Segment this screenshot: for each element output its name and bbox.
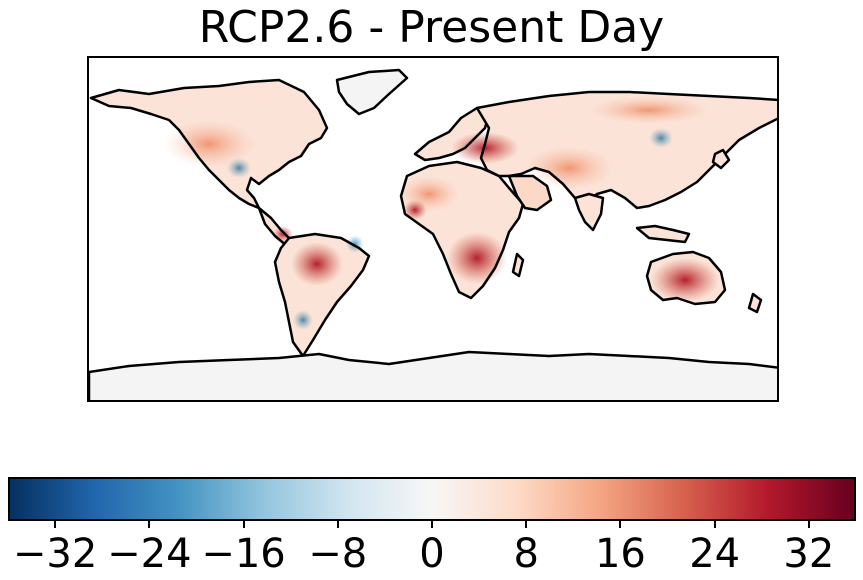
colorbar-tick-mark — [54, 520, 57, 528]
colorbar-tick-label: 24 — [689, 531, 741, 577]
colorbar-tick-label: −24 — [107, 531, 192, 577]
southern-africa-hot — [447, 232, 507, 284]
colorbar-tick-mark — [242, 520, 245, 528]
colorbar-tick-label: 32 — [783, 531, 835, 577]
brazil-warm — [291, 242, 343, 286]
central-america-hot — [273, 226, 293, 242]
continents — [89, 68, 777, 400]
world-map-svg — [89, 68, 777, 400]
antarctica — [89, 350, 777, 400]
colorbar-tick-mark — [431, 520, 433, 528]
colorbar-tick-label: −8 — [308, 531, 368, 577]
asia — [475, 90, 777, 210]
colorbar-tick-mark — [336, 520, 339, 528]
north-america-warm — [163, 120, 255, 168]
colorbar-tick-mark — [713, 520, 716, 528]
europe — [413, 106, 491, 162]
central-asia-warm — [525, 146, 613, 190]
colorbar-tick-mark — [525, 520, 528, 528]
argentina-cool — [293, 310, 313, 330]
us-cool — [227, 158, 251, 178]
colorbar-tick-label: 8 — [513, 531, 539, 577]
colorbar-ticks: −32 −24 −16 −8 0 8 16 24 32 — [0, 520, 863, 580]
brazil-cool — [346, 235, 364, 253]
siberia-warm — [589, 96, 709, 124]
map-title: RCP2.6 - Present Day — [198, 2, 665, 53]
colorbar-tick-mark — [807, 520, 810, 528]
colorbar-tick-mark — [619, 520, 622, 528]
australia-hot — [651, 258, 719, 302]
madagascar — [511, 252, 525, 278]
colorbar-tick-label: 16 — [594, 531, 646, 577]
greenland — [335, 68, 409, 116]
mediterranean-hot — [451, 132, 519, 164]
colorbar-tick-label: 0 — [419, 531, 445, 577]
colorbar-tick-label: −16 — [201, 531, 286, 577]
colorbar-tick-mark — [148, 520, 151, 528]
southeast-asia-islands — [635, 224, 691, 244]
colorbar-tick-label: −32 — [12, 531, 98, 577]
world-map — [87, 56, 779, 402]
colorbar — [8, 477, 856, 521]
new-zealand — [747, 292, 763, 314]
japan — [711, 148, 731, 170]
west-africa-hot — [403, 200, 427, 220]
east-asia-cool — [649, 128, 673, 148]
anomaly-shading — [163, 96, 719, 330]
india — [573, 192, 605, 232]
